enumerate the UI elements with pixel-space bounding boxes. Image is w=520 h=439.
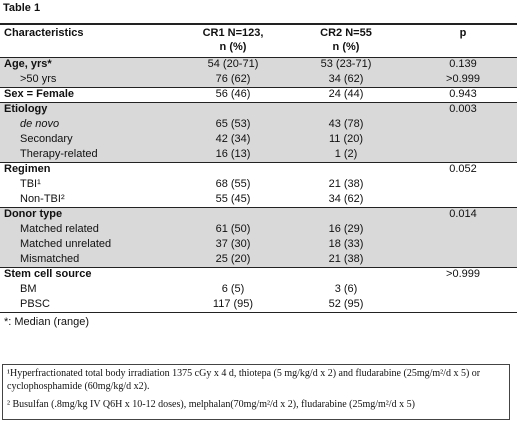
footnotes: ¹Hyperfractionated total body irradiatio… xyxy=(2,364,510,420)
cell: >0.999 xyxy=(446,268,480,280)
row-label: Age, yrs* xyxy=(4,58,52,70)
cell: 16 (13) xyxy=(215,148,251,160)
cell: 21 (38) xyxy=(328,178,364,190)
cell: 37 (30) xyxy=(215,238,251,250)
cell: 76 (62) xyxy=(215,73,251,85)
row-label: >50 yrs xyxy=(20,73,57,85)
cell: 0.052 xyxy=(449,163,477,175)
cell: 1 (2) xyxy=(334,148,358,160)
rule xyxy=(0,87,517,88)
cell: 53 (23-71) xyxy=(320,58,372,70)
cell: 0.943 xyxy=(449,88,477,100)
row-label: Mismatched xyxy=(20,253,80,265)
rule xyxy=(0,267,517,268)
cell: 55 (45) xyxy=(215,193,251,205)
cell: 11 (20) xyxy=(328,133,364,145)
cell: 65 (53) xyxy=(215,118,251,130)
cell: 117 (95) xyxy=(212,298,254,310)
cell: 16 (29) xyxy=(328,223,364,235)
cell: 0.014 xyxy=(449,208,477,220)
row-label: Non-TBI² xyxy=(20,193,65,205)
row-label: Stem cell source xyxy=(4,268,92,280)
cell: 3 (6) xyxy=(334,283,358,295)
cell: 21 (38) xyxy=(328,253,364,265)
rule xyxy=(0,23,517,25)
rule xyxy=(0,102,517,103)
cell: >0.999 xyxy=(446,73,480,85)
cell: 42 (34) xyxy=(215,133,251,145)
row-label: BM xyxy=(20,283,37,295)
header-cell: n (%) xyxy=(219,41,247,53)
cell: 54 (20-71) xyxy=(207,58,259,70)
cell: 24 (44) xyxy=(328,88,364,100)
row-label: Sex = Female xyxy=(4,88,75,100)
rule xyxy=(0,207,517,208)
cell: 18 (33) xyxy=(328,238,364,250)
row-label: TBI¹ xyxy=(20,178,41,190)
cell: 0.003 xyxy=(449,103,477,115)
row-shade xyxy=(0,58,517,87)
row-label: Matched unrelated xyxy=(20,238,112,250)
rule xyxy=(0,57,517,58)
cell: 43 (78) xyxy=(328,118,364,130)
row-label: Secondary xyxy=(20,133,73,145)
cell: 56 (46) xyxy=(215,88,251,100)
table-title: Table 1 xyxy=(3,2,41,14)
row-label: de novo xyxy=(20,118,60,130)
footnote: ² Busulfan (.8mg/kg IV Q6H x 10-12 doses… xyxy=(7,399,415,410)
cell: 0.139 xyxy=(449,58,477,70)
cell: 61 (50) xyxy=(215,223,251,235)
header-cell: p xyxy=(459,27,467,39)
cell: 52 (95) xyxy=(328,298,364,310)
cell: 25 (20) xyxy=(215,253,251,265)
row-shade xyxy=(0,208,517,267)
row-label: Etiology xyxy=(4,103,48,115)
cell: 6 (5) xyxy=(221,283,245,295)
header-cell: CR1 N=123, xyxy=(202,27,264,39)
row-label: PBSC xyxy=(20,298,50,310)
row-label: Regimen xyxy=(4,163,51,175)
row-label: Donor type xyxy=(4,208,63,220)
footnote: ¹Hyperfractionated total body irradiatio… xyxy=(7,368,481,392)
row-label: Matched related xyxy=(20,223,99,235)
row-shade xyxy=(0,103,517,162)
header-cell: CR2 N=55 xyxy=(320,27,372,39)
cell: 68 (55) xyxy=(215,178,251,190)
table-note: *: Median (range) xyxy=(4,316,89,328)
header-cell: n (%) xyxy=(332,41,360,53)
rule xyxy=(0,312,517,313)
cell: 34 (62) xyxy=(328,193,364,205)
row-label: Therapy-related xyxy=(20,148,98,160)
rule xyxy=(0,162,517,163)
cell: 34 (62) xyxy=(328,73,364,85)
header-cell: Characteristics xyxy=(4,27,84,39)
